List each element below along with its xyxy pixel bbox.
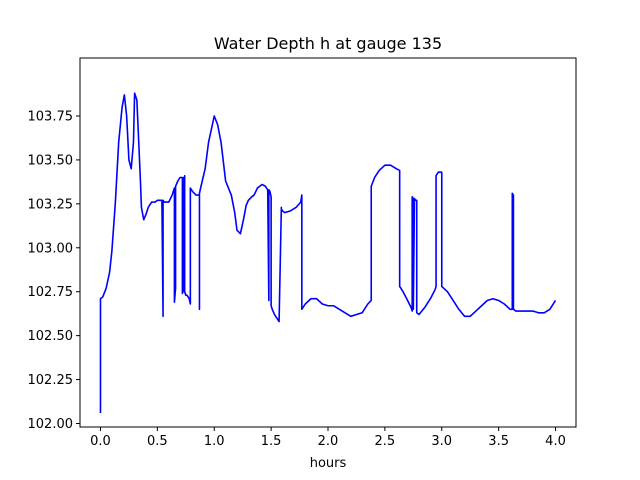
y-tick-label: 102.25 (28, 373, 74, 388)
plot-frame (79, 57, 577, 428)
y-tick-label: 103.50 (28, 153, 74, 168)
x-axis: 0.0 0.5 1.0 1.5 2.0 2.5 3.0 3.5 4.0 (90, 427, 566, 449)
series-line-0 (99, 92, 557, 413)
y-tick-label: 102.75 (28, 285, 74, 300)
y-axis: 102.00 102.25 102.50 102.75 103.00 103.25 103.… (28, 109, 80, 432)
x-tick-label: 4.0 (545, 434, 566, 449)
y-tick-label: 103.00 (28, 241, 74, 256)
plot-area (80, 58, 576, 427)
x-tick-label: 3.5 (488, 434, 509, 449)
x-tick-label: 3.0 (431, 434, 452, 449)
x-tick-label: 0.0 (90, 434, 111, 449)
y-tick-label: 103.25 (28, 197, 74, 212)
x-axis-label: hours (310, 456, 347, 471)
chart-title: Water Depth h at gauge 135 (214, 34, 442, 53)
data-series-group (99, 92, 557, 413)
x-tick-label: 2.5 (375, 434, 396, 449)
y-tick-label: 103.75 (28, 109, 74, 124)
x-tick-label: 1.5 (261, 434, 282, 449)
y-tick-label: 102.50 (28, 329, 74, 344)
x-tick-label: 2.0 (318, 434, 339, 449)
x-tick-label: 1.0 (204, 434, 225, 449)
y-tick-label: 102.00 (28, 417, 74, 432)
x-tick-label: 0.5 (147, 434, 168, 449)
